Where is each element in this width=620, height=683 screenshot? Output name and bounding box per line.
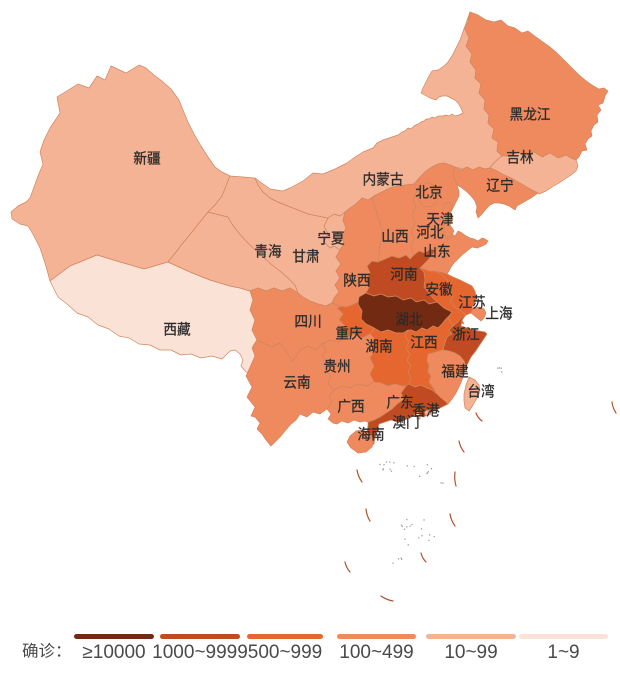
svg-text:1~9: 1~9 (547, 642, 579, 663)
svg-text:10~99: 10~99 (444, 642, 497, 663)
svg-text:100~499: 100~499 (339, 642, 414, 663)
svg-text:500~999: 500~999 (248, 642, 323, 663)
svg-text:1000~9999: 1000~9999 (152, 642, 248, 663)
svg-text:≥10000: ≥10000 (82, 642, 145, 663)
